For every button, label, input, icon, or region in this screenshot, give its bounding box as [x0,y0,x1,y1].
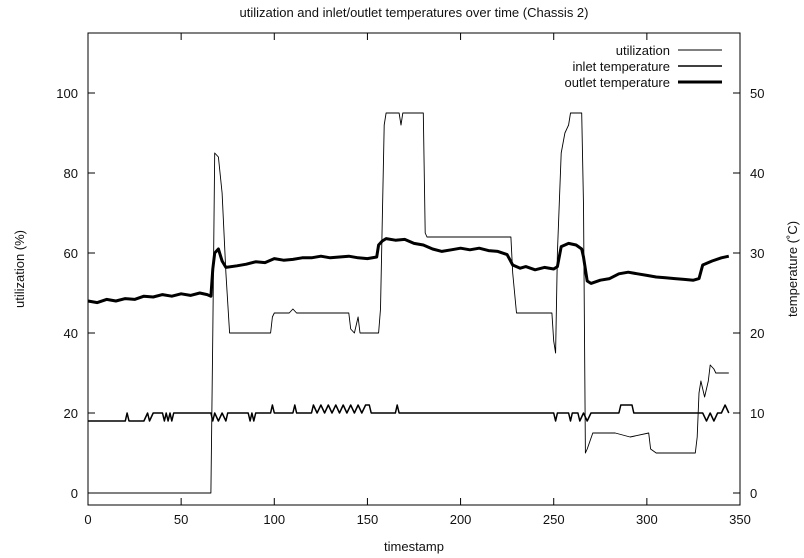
y-tick-label: 100 [56,86,78,101]
series-line-inlet-temperature [88,404,730,422]
y2-tick-label: 50 [750,86,764,101]
y-tick-label: 60 [64,246,78,261]
series-layer [87,112,730,494]
series-line-outlet-temperature [87,237,730,305]
x-tick-label: 150 [357,512,379,527]
x-axis-label: timestamp [384,539,444,554]
x-tick-label: 50 [174,512,188,527]
y2-tick-label: 10 [750,406,764,421]
plot-frame [87,32,741,506]
legend-label: inlet temperature [572,59,670,74]
y-tick-label: 80 [64,166,78,181]
y2-tick-label: 0 [750,486,757,501]
y2-tick-label: 20 [750,326,764,341]
y-tick-label: 20 [64,406,78,421]
y2-tick-label: 30 [750,246,764,261]
x-tick-label: 250 [543,512,565,527]
x-tick-label: 0 [84,512,91,527]
y-tick-label: 40 [64,326,78,341]
y-tick-label: 0 [71,486,78,501]
y2-axis-label: temperature (˚C) [785,221,800,317]
x-tick-label: 200 [450,512,472,527]
legend-label: utilization [616,43,670,58]
x-tick-label: 350 [729,512,751,527]
chart-title: utilization and inlet/outlet temperature… [240,5,589,20]
x-tick-label: 300 [636,512,658,527]
axis-ticks: 0 50 100 150 200 250 300 350 0 20 40 60 80 100 0 10 20 30… [56,33,764,527]
x-tick-label: 100 [263,512,285,527]
series-line-utilization [88,112,729,494]
legend-label: outlet temperature [564,75,670,90]
y-axis-label: utilization (%) [12,230,27,308]
y2-tick-label: 40 [750,166,764,181]
